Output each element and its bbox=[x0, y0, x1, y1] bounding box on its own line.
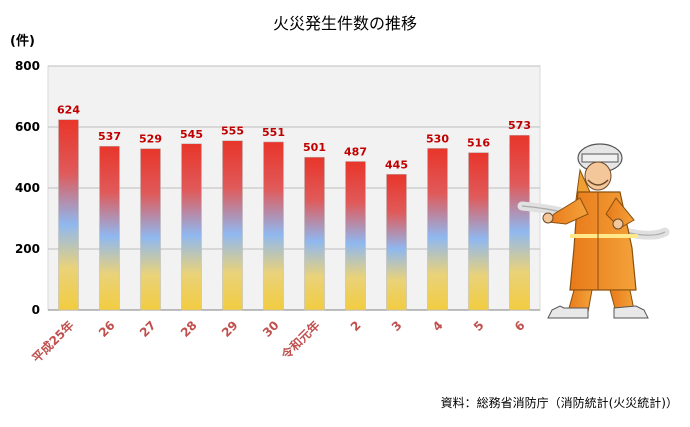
bar bbox=[345, 161, 366, 311]
bar bbox=[263, 141, 284, 311]
y-tick-label: 200 bbox=[15, 242, 40, 256]
data-label: 551 bbox=[262, 126, 285, 139]
category-label: 5 bbox=[471, 318, 487, 334]
firefighter-illustration bbox=[517, 143, 670, 319]
data-label: 573 bbox=[508, 119, 531, 132]
bar bbox=[222, 140, 243, 311]
data-label: 545 bbox=[180, 128, 203, 141]
bar bbox=[468, 152, 489, 311]
bar bbox=[386, 174, 407, 311]
bar bbox=[304, 156, 325, 311]
data-label: 445 bbox=[385, 158, 408, 171]
gridlines bbox=[48, 65, 540, 311]
y-tick-label: 600 bbox=[15, 120, 40, 134]
chart-title: 火災発生件数の推移 bbox=[272, 14, 417, 33]
category-label: 4 bbox=[430, 318, 446, 334]
bar bbox=[181, 143, 202, 311]
category-label: 平成25年 bbox=[29, 318, 77, 366]
category-label: 6 bbox=[512, 318, 528, 334]
data-label: 537 bbox=[98, 130, 121, 143]
category-label: 29 bbox=[219, 318, 241, 340]
y-tick-label: 800 bbox=[15, 59, 40, 73]
category-label: 26 bbox=[96, 318, 118, 340]
y-tick-label: 0 bbox=[32, 303, 40, 317]
data-label: 624 bbox=[57, 104, 80, 117]
bar bbox=[99, 145, 120, 311]
y-axis-unit-label: (件) bbox=[10, 34, 35, 49]
data-label: 501 bbox=[303, 141, 326, 154]
category-label: 2 bbox=[348, 318, 364, 334]
bar bbox=[58, 119, 79, 311]
category-label: 3 bbox=[389, 318, 405, 334]
data-label: 487 bbox=[344, 145, 367, 158]
category-label: 28 bbox=[178, 318, 200, 340]
data-label: 529 bbox=[139, 133, 162, 146]
data-label: 555 bbox=[221, 125, 244, 138]
data-label: 516 bbox=[467, 137, 490, 150]
bar bbox=[509, 134, 530, 311]
source-note: 資料：総務省消防庁（消防統計(火災統計)） bbox=[440, 396, 678, 410]
y-tick-label: 400 bbox=[15, 181, 40, 195]
category-label: 30 bbox=[260, 318, 282, 340]
category-label: 令和元年 bbox=[277, 318, 322, 363]
data-label: 530 bbox=[426, 132, 449, 145]
category-label: 27 bbox=[137, 318, 159, 340]
bar bbox=[140, 148, 161, 311]
bars bbox=[58, 119, 530, 311]
bar bbox=[427, 148, 448, 311]
